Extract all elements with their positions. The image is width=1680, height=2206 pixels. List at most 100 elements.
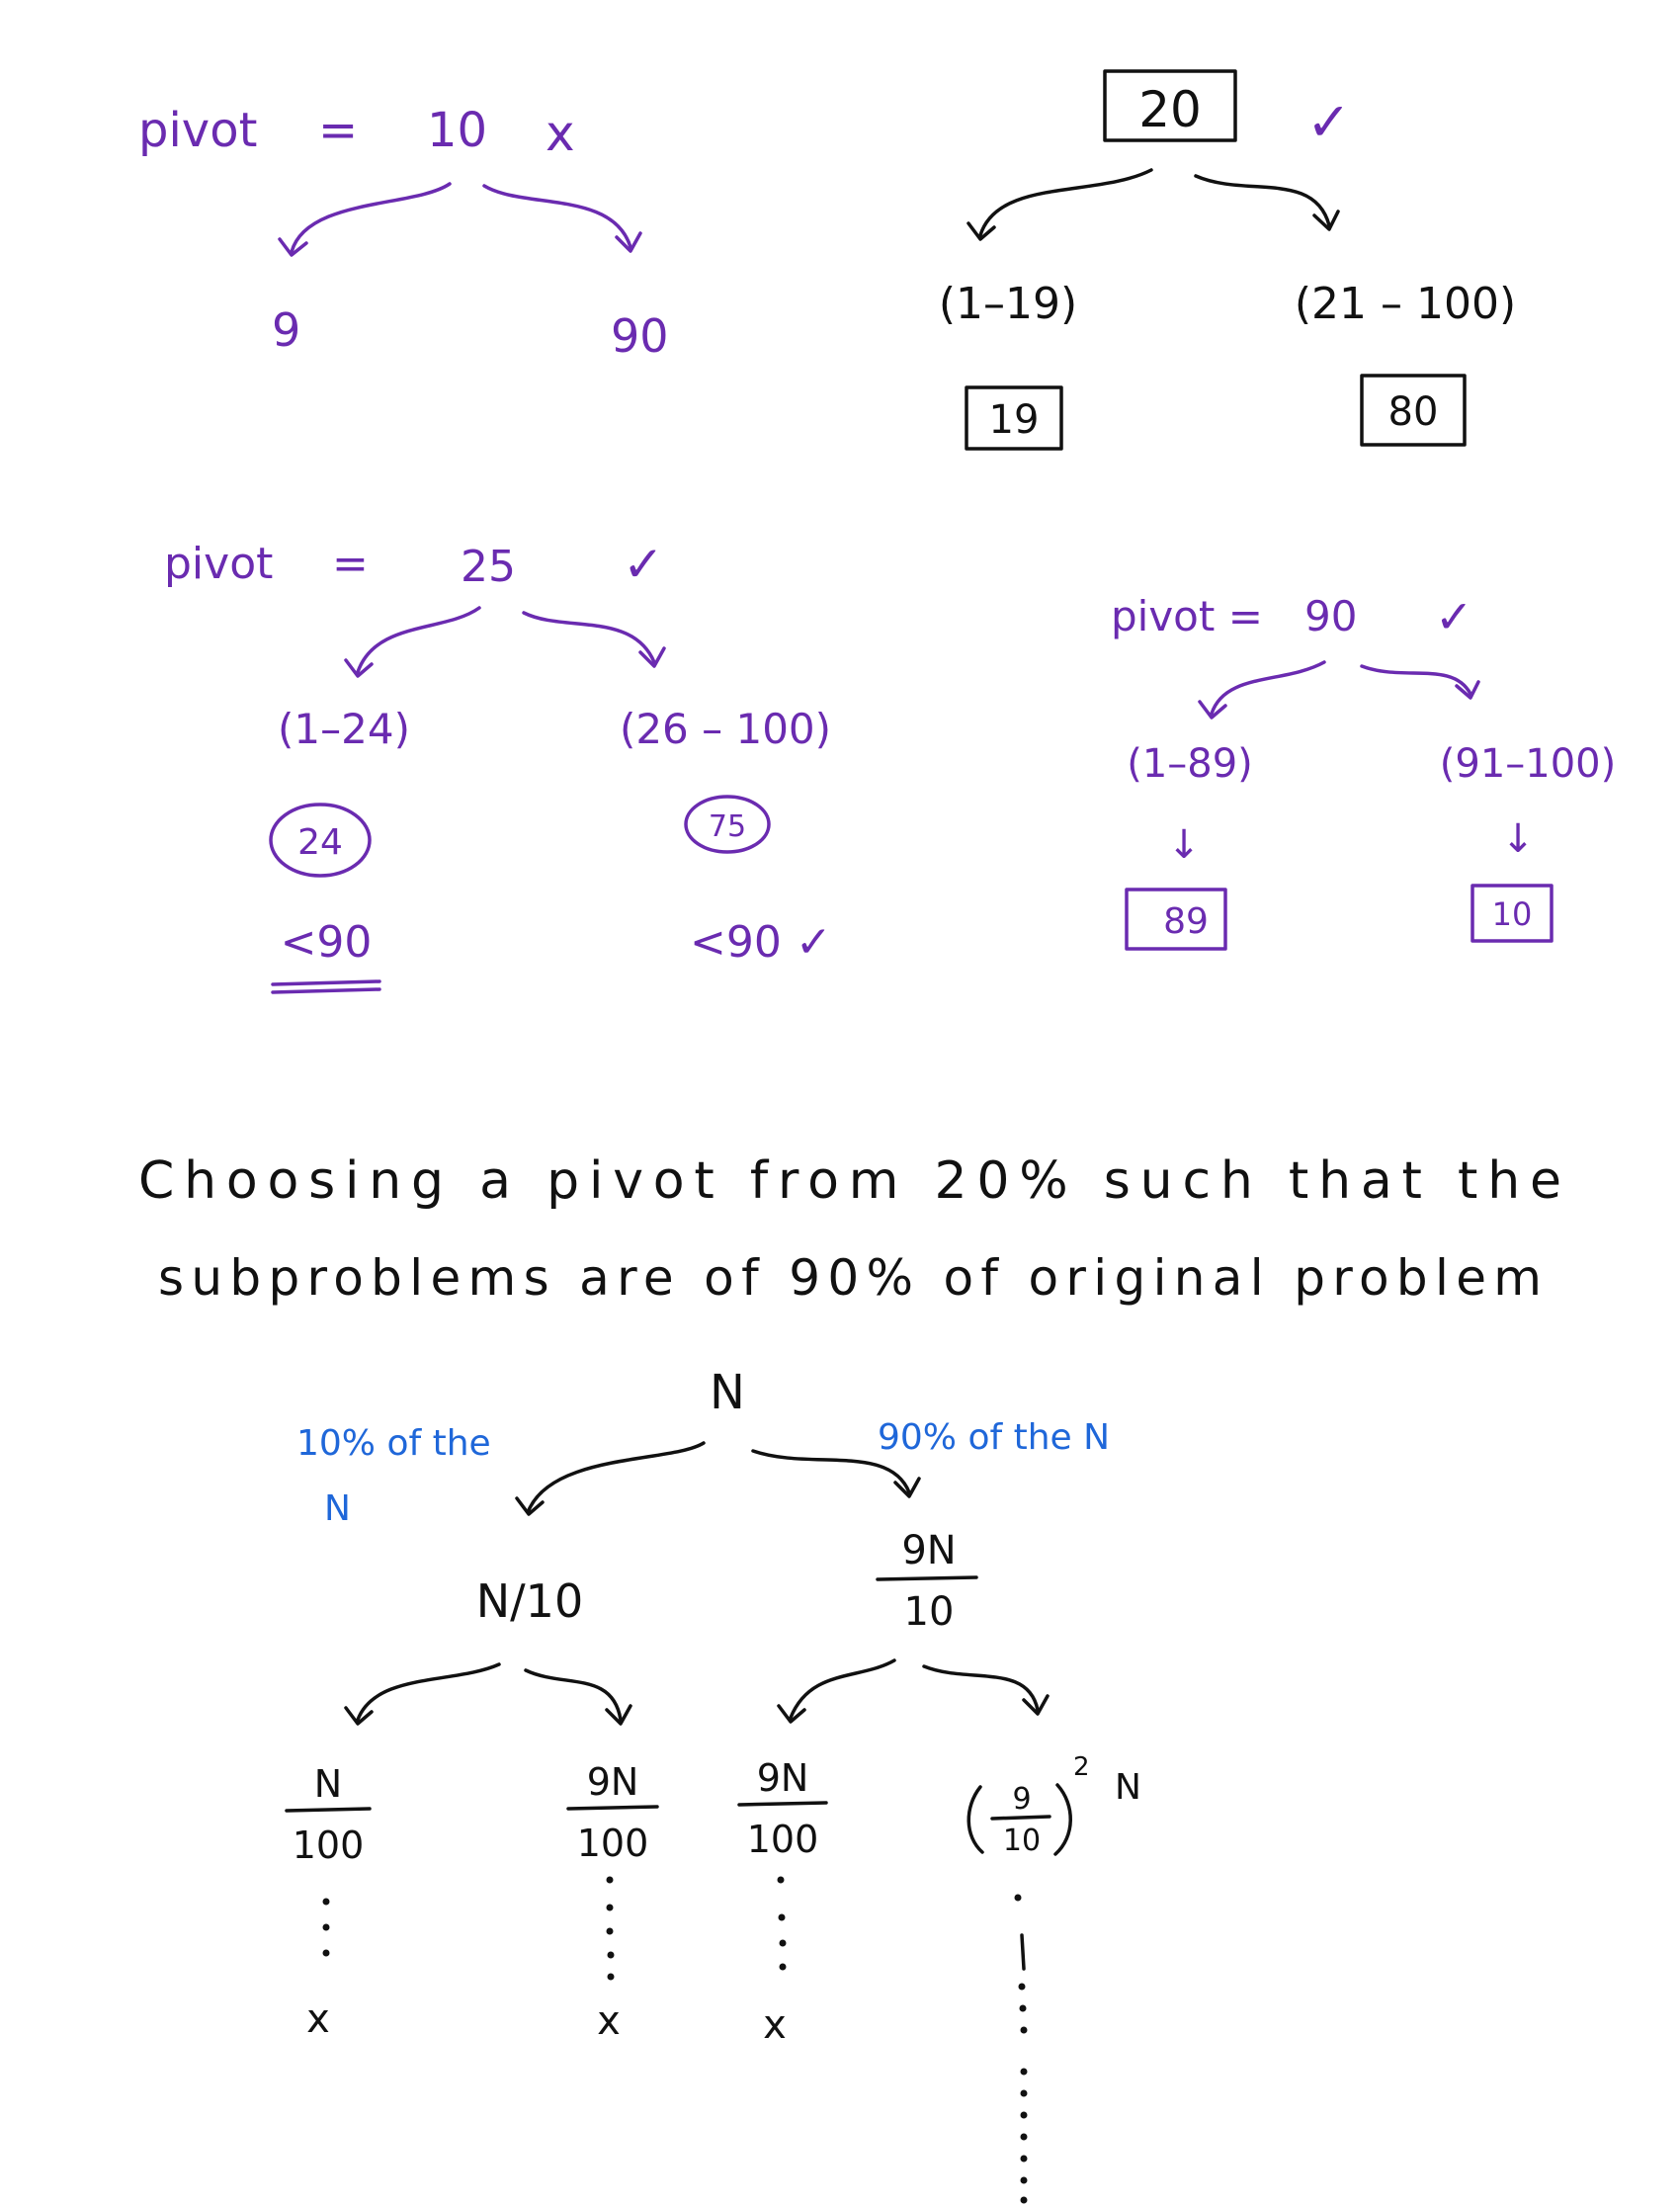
arrow-head-icon bbox=[1455, 680, 1480, 700]
check-mark: ✓ bbox=[1306, 91, 1351, 153]
check-mark: ✓ bbox=[623, 536, 664, 593]
left-count: 9 bbox=[272, 303, 300, 357]
left-range: (1–24) bbox=[278, 705, 410, 753]
branch-arrow bbox=[922, 1664, 1040, 1712]
left-count: 89 bbox=[1163, 901, 1209, 942]
node-den: 100 bbox=[577, 1822, 649, 1865]
left-count: 19 bbox=[989, 397, 1040, 443]
fraction-bar bbox=[990, 1815, 1051, 1821]
sentence-line-1: Choosing a pivot from 20% such that the bbox=[138, 1151, 1561, 1211]
pivot-value: 10 bbox=[427, 103, 487, 158]
branch-arrow bbox=[524, 1668, 623, 1722]
left-count-box bbox=[1125, 888, 1227, 951]
node-nine-tenths-squared-n: 9 10 2 N bbox=[966, 1752, 1141, 1858]
arrow-head-icon bbox=[1198, 700, 1227, 720]
arrow-head-icon bbox=[1022, 1694, 1050, 1716]
left-branch-arrow bbox=[290, 182, 452, 254]
left-count: 24 bbox=[297, 822, 343, 863]
continuation-dots bbox=[322, 1876, 1028, 2204]
leaf-x: x bbox=[597, 1998, 621, 2044]
left-branch-arrow bbox=[356, 606, 481, 674]
down-arrow-icon: ↓ bbox=[1167, 822, 1201, 868]
arrow-head-icon bbox=[893, 1477, 921, 1498]
tick-stroke bbox=[1020, 1933, 1026, 1971]
leaf-x: x bbox=[763, 2002, 787, 2048]
sentence-line-2: subproblems are of 90% of original probl… bbox=[158, 1249, 1542, 1307]
right-count-box bbox=[1360, 374, 1467, 447]
pivot-value: 25 bbox=[461, 542, 516, 592]
fraction-bar bbox=[285, 1807, 372, 1813]
left-note-n: N bbox=[324, 1488, 351, 1529]
node-exponent: 2 bbox=[1073, 1752, 1090, 1782]
right-range: (26 – 100) bbox=[620, 705, 831, 753]
left-range: (1–89) bbox=[1127, 741, 1253, 787]
underline-stroke bbox=[271, 987, 381, 994]
arrow-head-icon bbox=[344, 658, 374, 678]
arrow-head-icon bbox=[278, 237, 308, 257]
node-num: 9N bbox=[587, 1760, 639, 1804]
equals-sign: = bbox=[332, 539, 369, 589]
left-paren bbox=[966, 1785, 984, 1854]
branch-arrow bbox=[356, 1662, 501, 1722]
node-num: N bbox=[314, 1762, 342, 1806]
left-count-box bbox=[965, 385, 1063, 451]
explanation-text: Choosing a pivot from 20% such that the … bbox=[138, 1151, 1561, 1307]
fraction-bar bbox=[737, 1801, 828, 1807]
fraction-bar bbox=[566, 1805, 659, 1811]
arrow-head-icon bbox=[777, 1704, 806, 1724]
left-branch-arrow bbox=[1210, 660, 1326, 716]
arrow-head-icon bbox=[1312, 210, 1340, 231]
right-branch-arrow bbox=[1194, 174, 1331, 227]
example-pivot-20: 20 ✓ (1–19) (21 – 100) 19 80 bbox=[939, 69, 1516, 451]
left-range: (1–19) bbox=[939, 279, 1077, 329]
left-branch-arrow bbox=[978, 168, 1153, 237]
right-count: 75 bbox=[709, 809, 746, 844]
left-compare: <90 bbox=[281, 917, 373, 968]
node-n: N bbox=[1115, 1767, 1141, 1808]
pivot-value: 90 bbox=[1304, 592, 1357, 640]
example-pivot-90: pivot = 90 ✓ (1–89) (91–100) ↓ ↓ 89 10 bbox=[1111, 590, 1616, 951]
right-count-circle bbox=[684, 795, 771, 854]
arrow-head-icon bbox=[515, 1496, 545, 1516]
equals-sign: = bbox=[318, 103, 358, 158]
right-paren bbox=[1053, 1783, 1072, 1856]
arrow-head-icon bbox=[605, 1704, 632, 1726]
arrow-head-icon bbox=[966, 221, 996, 241]
right-range: (91–100) bbox=[1440, 741, 1616, 787]
down-arrow-icon: ↓ bbox=[1501, 816, 1535, 862]
root-n: N bbox=[710, 1365, 745, 1420]
right-count: 80 bbox=[1388, 389, 1439, 435]
right-subproblem-num: 9N bbox=[901, 1528, 956, 1573]
node-num: 9N bbox=[757, 1756, 809, 1800]
left-subproblem: N/10 bbox=[476, 1574, 583, 1628]
example-pivot-25: pivot = 25 ✓ (1–24) (26 – 100) 24 75 <90… bbox=[164, 536, 832, 994]
right-branch-arrow bbox=[522, 611, 656, 664]
pivot-label: pivot = bbox=[1111, 592, 1263, 640]
branch-arrow bbox=[789, 1658, 896, 1720]
left-note: 10% of the bbox=[296, 1423, 491, 1464]
right-count-box bbox=[1470, 884, 1554, 943]
pivot-label: pivot bbox=[164, 539, 273, 589]
node-9n-over-100-b: 9N 100 bbox=[737, 1756, 828, 1861]
example-pivot-10: pivot = 10 x 9 90 bbox=[138, 103, 669, 363]
arrow-head-icon bbox=[344, 1706, 374, 1726]
right-count: 10 bbox=[1492, 895, 1533, 933]
left-count-circle bbox=[269, 803, 372, 878]
right-note: 90% of the N bbox=[878, 1417, 1110, 1458]
left-branch-arrow bbox=[527, 1441, 706, 1512]
arrow-head-icon bbox=[615, 231, 642, 253]
node-den: 100 bbox=[747, 1818, 819, 1861]
underline-stroke bbox=[271, 979, 381, 986]
right-count: 90 bbox=[611, 309, 669, 363]
pivot-value: 20 bbox=[1138, 81, 1202, 138]
right-subproblem-den: 10 bbox=[904, 1589, 955, 1635]
recursion-tree: N 10% of the N 90% of the N N/10 9N 10 N… bbox=[285, 1365, 1141, 2204]
right-compare: <90 ✓ bbox=[690, 917, 832, 968]
right-branch-arrow bbox=[482, 184, 632, 249]
pivot-box bbox=[1103, 69, 1237, 142]
node-9n-over-100-a: 9N 100 bbox=[566, 1760, 659, 1865]
fraction-bar bbox=[876, 1575, 978, 1581]
node-den: 10 bbox=[1003, 1824, 1041, 1858]
leaf-x: x bbox=[306, 1996, 330, 2042]
node-den: 100 bbox=[293, 1824, 365, 1867]
